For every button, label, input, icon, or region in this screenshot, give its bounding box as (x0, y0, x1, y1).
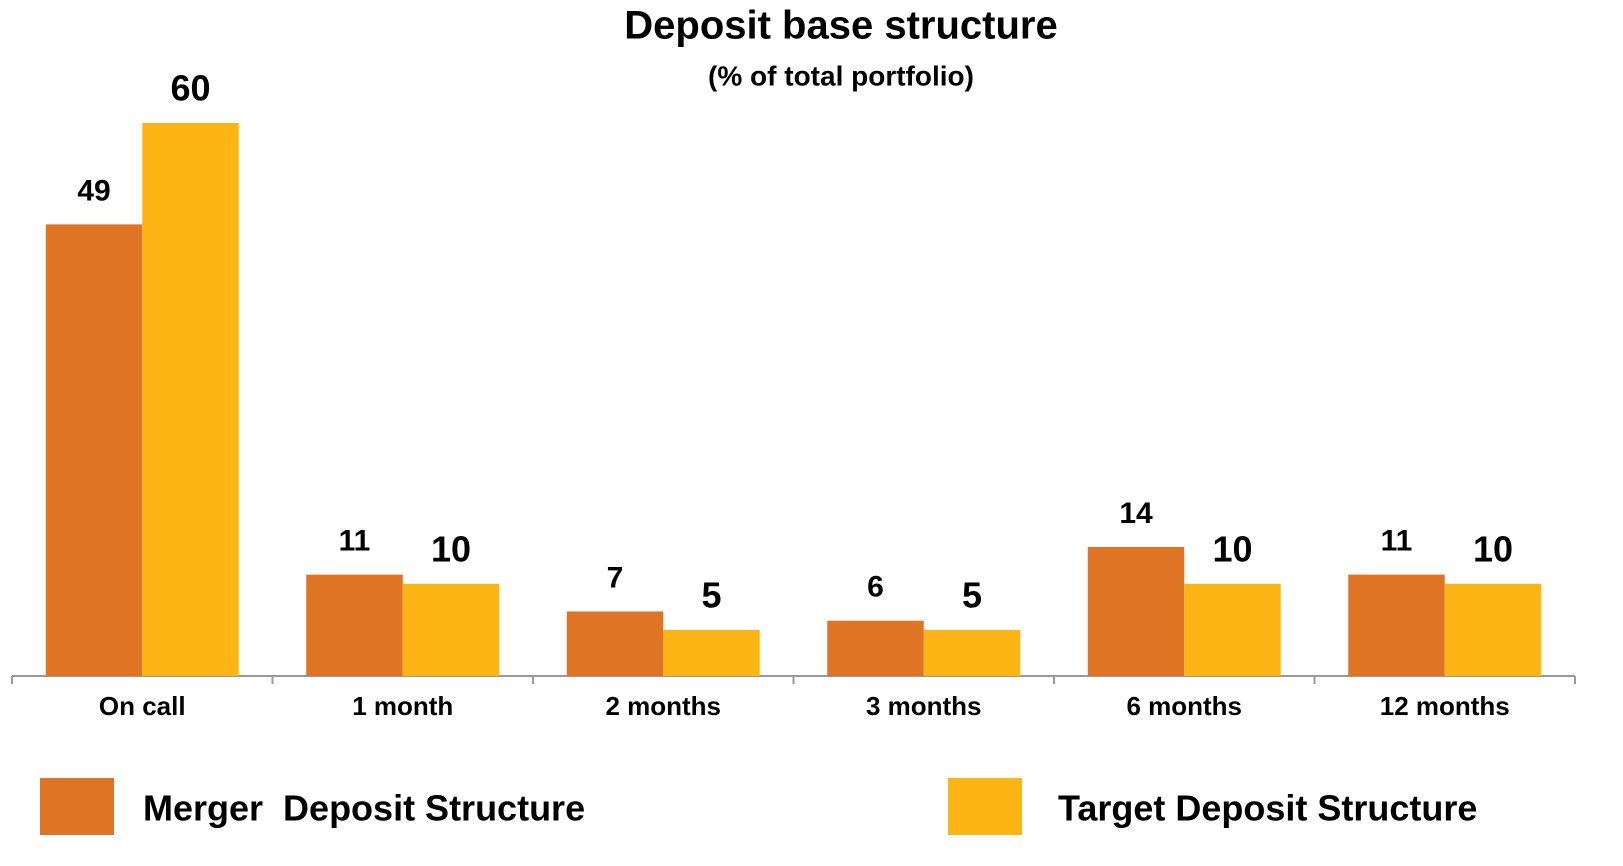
data-label: 49 (77, 174, 110, 207)
data-label: 11 (339, 525, 371, 558)
data-label: 6 (867, 571, 884, 604)
bar (45, 224, 143, 676)
legend-swatch (948, 778, 1022, 835)
x-tick-label: 3 months (866, 691, 982, 721)
legend-label: Merger Deposit Structure (143, 788, 585, 829)
data-label: 14 (1119, 497, 1153, 530)
data-label: 5 (962, 574, 982, 615)
legend-swatch (40, 778, 114, 835)
x-tick-label: 2 months (605, 691, 721, 721)
bar (663, 629, 760, 676)
x-tick-label: 12 months (1380, 691, 1510, 721)
bar (923, 629, 1021, 676)
chart-subtitle: (% of total portfolio) (708, 60, 974, 91)
bar (827, 620, 924, 676)
bar (306, 574, 403, 676)
data-label: 60 (170, 68, 210, 109)
data-label: 10 (1473, 528, 1513, 569)
bar (1087, 546, 1185, 676)
legend-label: Target Deposit Structure (1058, 788, 1477, 829)
x-tick-label: 6 months (1126, 691, 1242, 721)
x-tick-label: 1 month (352, 691, 453, 721)
data-label: 11 (1381, 525, 1413, 558)
data-label: 7 (607, 561, 624, 594)
data-label: 10 (1212, 528, 1252, 569)
bar (566, 611, 664, 676)
bar (142, 123, 239, 676)
data-label: 5 (701, 574, 721, 615)
bar (1444, 583, 1542, 676)
bar (402, 583, 500, 676)
chart-title: Deposit base structure (624, 4, 1057, 48)
data-label: 10 (431, 528, 471, 569)
bar (1348, 574, 1445, 676)
x-tick-label: On call (99, 691, 186, 721)
bar (1184, 583, 1281, 676)
